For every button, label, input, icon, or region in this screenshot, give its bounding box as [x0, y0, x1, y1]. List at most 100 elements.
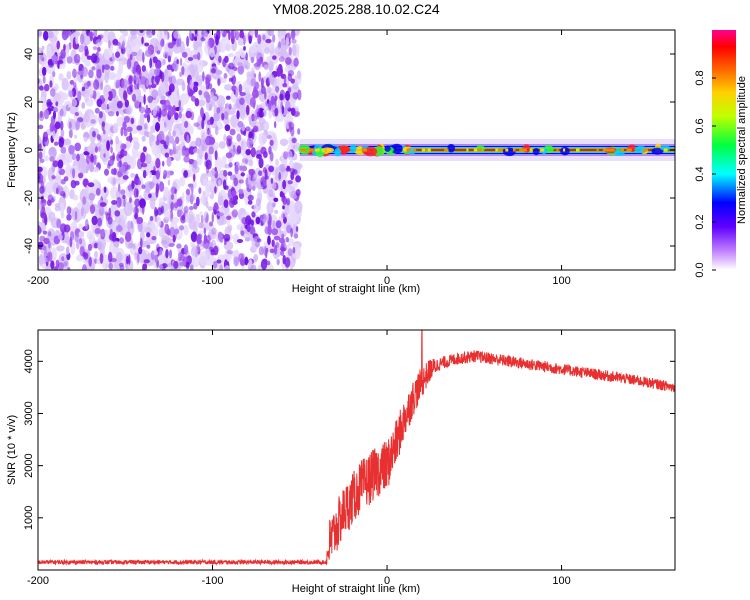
noise-blob: [236, 133, 242, 142]
noise-blob: [164, 68, 168, 76]
noise-blob: [207, 82, 213, 90]
noise-blob: [146, 232, 151, 238]
noise-blob: [147, 95, 153, 104]
noise-haze-blob: [238, 102, 246, 119]
noise-blob: [122, 175, 129, 180]
noise-blob: [88, 192, 95, 201]
noise-blob: [87, 88, 94, 98]
noise-blob: [98, 111, 103, 119]
noise-blob: [49, 155, 55, 162]
noise-blob: [104, 229, 108, 234]
noise-blob: [120, 143, 126, 151]
noise-blob: [156, 217, 162, 228]
noise-blob: [248, 179, 252, 190]
noise-blob: [245, 148, 251, 156]
noise-blob: [273, 197, 279, 203]
noise-blob: [98, 146, 101, 153]
noise-blob: [223, 169, 228, 177]
noise-blob: [253, 73, 257, 78]
noise-blob: [226, 215, 232, 221]
noise-haze-blob: [78, 158, 89, 174]
noise-blob: [123, 150, 128, 157]
noise-haze-blob: [84, 60, 91, 67]
noise-blob: [175, 136, 180, 145]
noise-blob: [152, 56, 158, 64]
noise-blob: [219, 264, 224, 270]
noise-blob: [190, 231, 198, 243]
noise-blob: [238, 253, 244, 263]
noise-blob: [205, 201, 209, 209]
noise-blob: [266, 86, 272, 94]
noise-blob: [102, 129, 106, 135]
noise-blob: [151, 30, 156, 36]
noise-blob: [47, 230, 52, 237]
noise-blob: [195, 137, 202, 147]
noise-blob: [193, 84, 198, 93]
noise-blob: [205, 74, 212, 83]
noise-blob: [69, 231, 75, 241]
noise-blob: [194, 161, 198, 170]
noise-blob: [155, 157, 161, 169]
noise-blob: [286, 197, 291, 206]
noise-blob: [104, 211, 109, 216]
noise-blob: [207, 242, 214, 248]
noise-blob: [227, 171, 233, 176]
noise-blob: [50, 197, 55, 203]
noise-blob: [238, 188, 244, 194]
noise-blob: [285, 100, 291, 110]
noise-blob: [143, 94, 146, 105]
noise-blob: [169, 88, 172, 96]
noise-blob: [291, 137, 297, 144]
noise-blob: [82, 251, 87, 258]
signal-blob: [334, 148, 342, 157]
snr-frame: [37, 329, 676, 571]
noise-blob: [39, 186, 45, 194]
noise-blob: [125, 136, 133, 142]
noise-blob: [68, 90, 74, 98]
noise-blob: [176, 198, 183, 207]
noise-blob: [166, 64, 173, 71]
noise-blob: [242, 141, 248, 151]
noise-blob: [103, 186, 107, 193]
noise-blob: [189, 79, 194, 90]
noise-blob: [75, 120, 81, 131]
noise-blob: [267, 30, 274, 37]
noise-blob: [174, 228, 180, 235]
noise-blob: [143, 225, 147, 233]
noise-blob: [272, 202, 276, 208]
noise-blob: [231, 200, 238, 205]
noise-blob: [136, 125, 143, 131]
noise-blob: [72, 194, 79, 201]
noise-blob: [252, 125, 259, 133]
noise-blob: [42, 230, 48, 235]
noise-blob: [251, 211, 256, 218]
noise-blob: [144, 49, 152, 58]
noise-blob: [183, 245, 188, 254]
noise-blob: [249, 97, 256, 108]
noise-blob: [268, 146, 272, 155]
colorbar-tick-label: 0.2: [694, 214, 706, 229]
noise-haze-blob: [94, 250, 99, 259]
noise-haze-blob: [178, 176, 186, 187]
noise-blob: [201, 118, 205, 130]
signal-peak: [427, 148, 431, 152]
noise-blob: [217, 78, 221, 87]
noise-blob: [237, 37, 244, 46]
noise-blob: [125, 106, 132, 115]
noise-blob: [241, 165, 248, 172]
noise-blob: [169, 149, 173, 156]
noise-blob: [233, 256, 240, 267]
noise-blob: [58, 137, 64, 148]
noise-haze-blob: [248, 159, 254, 167]
noise-blob: [239, 97, 245, 106]
noise-blob: [154, 254, 158, 263]
noise-blob: [297, 128, 301, 135]
noise-blob: [279, 30, 283, 38]
noise-blob: [82, 178, 89, 187]
noise-blob: [194, 36, 198, 42]
noise-blob: [74, 211, 78, 221]
noise-blob: [208, 146, 214, 155]
signal-blob: [349, 144, 357, 153]
noise-blob: [156, 105, 160, 114]
noise-blob: [180, 254, 185, 262]
